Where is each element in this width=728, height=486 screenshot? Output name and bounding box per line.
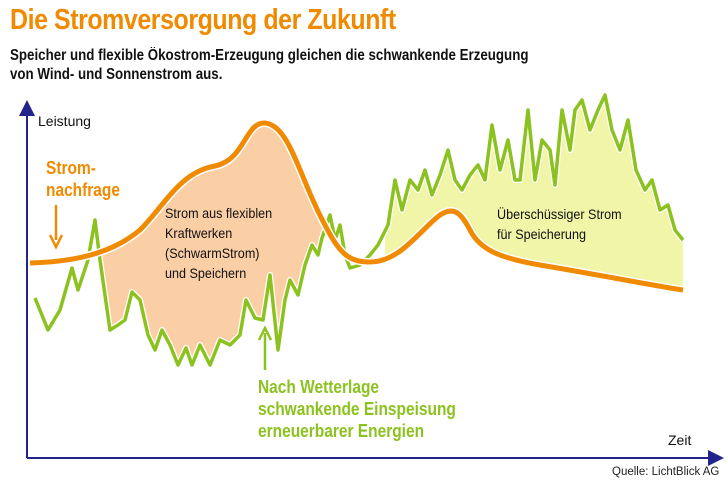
label-line: für Speicherung — [497, 226, 586, 242]
y-axis-label: Leistung — [38, 113, 91, 129]
renewable-label: Nach Wetterlage schwankende Einspeisung … — [258, 376, 456, 442]
label-line: schwankende Einspeisung — [258, 399, 456, 419]
x-axis-label: Zeit — [668, 432, 692, 448]
demand-arrow-icon — [48, 205, 64, 250]
subtitle-line: von Wind- und Sonnenstrom aus. — [10, 66, 223, 83]
flexible-power-label: Strom aus flexiblen Kraftwerken (Schwarm… — [165, 203, 272, 283]
subtitle: Speicher und flexible Ökostrom-Erzeugung… — [10, 46, 528, 84]
label-line: Kraftwerken — [165, 225, 233, 241]
label-line: erneuerbarer Energien — [258, 421, 425, 441]
renewable-arrow-icon — [257, 325, 273, 370]
demand-label: Strom- nachfrage — [46, 157, 120, 201]
label-line: und Speichern — [165, 265, 247, 281]
label-line: Nach Wetterlage — [258, 377, 380, 397]
subtitle-line: Speicher und flexible Ökostrom-Erzeugung… — [10, 47, 529, 64]
label-line: Strom aus flexiblen — [165, 205, 273, 221]
label-line: (SchwarmStrom) — [165, 245, 260, 261]
surplus-label: Überschüssiger Strom für Speicherung — [497, 204, 622, 244]
label-line: nachfrage — [46, 180, 120, 200]
title: Die Stromversorgung der Zukunft — [10, 4, 396, 36]
source: Quelle: LichtBlick AG — [612, 466, 720, 478]
label-line: Überschüssiger Strom — [497, 206, 622, 222]
label-line: Strom- — [46, 158, 96, 178]
